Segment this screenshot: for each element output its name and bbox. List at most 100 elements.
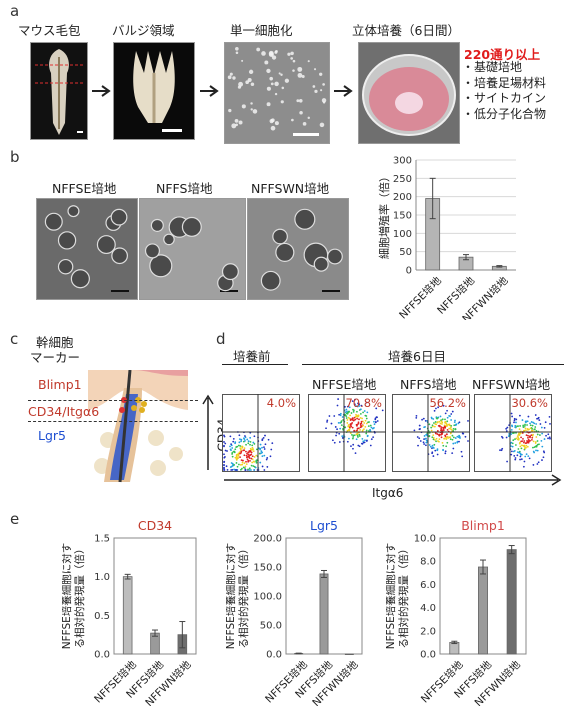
event-dot xyxy=(226,469,229,471)
event-dot xyxy=(242,466,245,469)
event-dot xyxy=(449,415,451,418)
event-dot xyxy=(365,432,368,435)
event-dot xyxy=(237,444,240,447)
event-dot xyxy=(245,460,247,463)
y-tick-label: 200 xyxy=(393,192,412,203)
cell-dot xyxy=(307,60,310,63)
event-dot xyxy=(450,424,453,427)
arrow-icon xyxy=(334,85,353,97)
event-dot xyxy=(440,436,443,439)
event-dot xyxy=(525,446,527,449)
event-dot xyxy=(533,428,536,431)
event-dot xyxy=(440,420,443,423)
event-dot xyxy=(346,410,348,413)
event-dot xyxy=(511,445,514,448)
event-dot xyxy=(259,461,262,464)
event-dot xyxy=(345,408,348,411)
proliferation-chart: 050100150200250300NFFSE培地NFFS培地NFFWN培地細胞… xyxy=(378,156,516,320)
event-dot xyxy=(348,428,350,431)
event-dot xyxy=(431,444,434,447)
y-tick-label: 0.0 xyxy=(94,650,110,661)
event-dot xyxy=(530,421,533,423)
y-axis-label-line: る相対的発現量（倍） xyxy=(73,544,86,649)
condition-item: ・基礎培地 xyxy=(462,60,523,74)
event-dot xyxy=(531,424,534,427)
cell-dot xyxy=(266,102,271,107)
event-dot xyxy=(261,446,263,449)
event-dot xyxy=(526,420,529,423)
flow-y-axis-arrow xyxy=(202,394,214,470)
event-dot xyxy=(514,426,517,429)
event-dot xyxy=(244,469,247,471)
event-dot xyxy=(433,409,436,412)
y-tick-label: 1.5 xyxy=(94,534,110,545)
cell-dot xyxy=(268,50,274,56)
y-tick-label: 50 xyxy=(399,247,412,258)
event-dot xyxy=(334,426,337,428)
event-dot xyxy=(231,453,233,455)
event-dot xyxy=(536,449,539,452)
event-dot xyxy=(363,441,366,444)
spheroid xyxy=(326,248,343,265)
event-dot xyxy=(238,441,241,444)
event-dot xyxy=(529,436,531,439)
event-dot xyxy=(510,428,513,431)
event-dot xyxy=(351,418,354,421)
event-dot xyxy=(242,459,244,462)
cell-dot xyxy=(298,98,303,103)
cell-dot xyxy=(234,118,239,123)
event-dot xyxy=(453,424,456,427)
event-dot xyxy=(446,441,449,444)
step-label-bulge: バルジ領域 xyxy=(112,23,175,38)
event-dot xyxy=(369,424,372,427)
event-dot xyxy=(430,426,433,429)
cell-dot xyxy=(274,50,278,54)
event-dot xyxy=(248,467,251,470)
arrow-icon xyxy=(92,85,111,97)
y-tick-label: 300 xyxy=(393,156,412,167)
panel-letter-d: d xyxy=(216,330,226,348)
event-dot xyxy=(370,426,373,429)
cell-dot xyxy=(231,123,237,129)
event-dot xyxy=(425,439,428,442)
event-dot xyxy=(539,434,541,436)
event-dot xyxy=(448,423,451,426)
y-tick-label: 200.0 xyxy=(253,534,282,545)
event-dot xyxy=(360,442,363,445)
event-dot xyxy=(448,427,451,430)
event-dot xyxy=(255,460,258,463)
event-dot xyxy=(250,464,253,467)
event-dot xyxy=(365,422,368,425)
event-dot xyxy=(538,443,540,446)
event-dot xyxy=(444,420,447,423)
event-dot xyxy=(376,420,379,422)
event-dot xyxy=(359,412,362,415)
cell-dot xyxy=(319,122,325,128)
event-dot xyxy=(264,443,267,446)
event-dot xyxy=(523,460,526,463)
event-dot xyxy=(461,455,464,458)
event-dot xyxy=(237,453,240,456)
cell-dot xyxy=(241,104,246,109)
spheroid-drawing xyxy=(44,205,129,292)
event-dot xyxy=(535,445,538,448)
event-dot xyxy=(529,422,531,425)
event-dot xyxy=(238,434,241,437)
event-dot xyxy=(251,444,254,447)
cell-dot xyxy=(229,72,233,76)
event-dot xyxy=(347,416,350,419)
event-dot xyxy=(432,434,435,437)
event-dot xyxy=(513,454,516,457)
event-dot xyxy=(451,434,454,437)
event-dot xyxy=(513,417,516,420)
event-dot xyxy=(520,447,523,450)
event-dot xyxy=(364,425,367,428)
event-dot xyxy=(434,449,437,452)
event-dot xyxy=(442,404,445,407)
event-dot xyxy=(413,429,416,432)
event-dot xyxy=(444,412,447,415)
event-dot xyxy=(520,458,523,461)
event-dot xyxy=(249,440,252,443)
event-dot xyxy=(241,461,244,464)
event-dot xyxy=(363,428,365,431)
